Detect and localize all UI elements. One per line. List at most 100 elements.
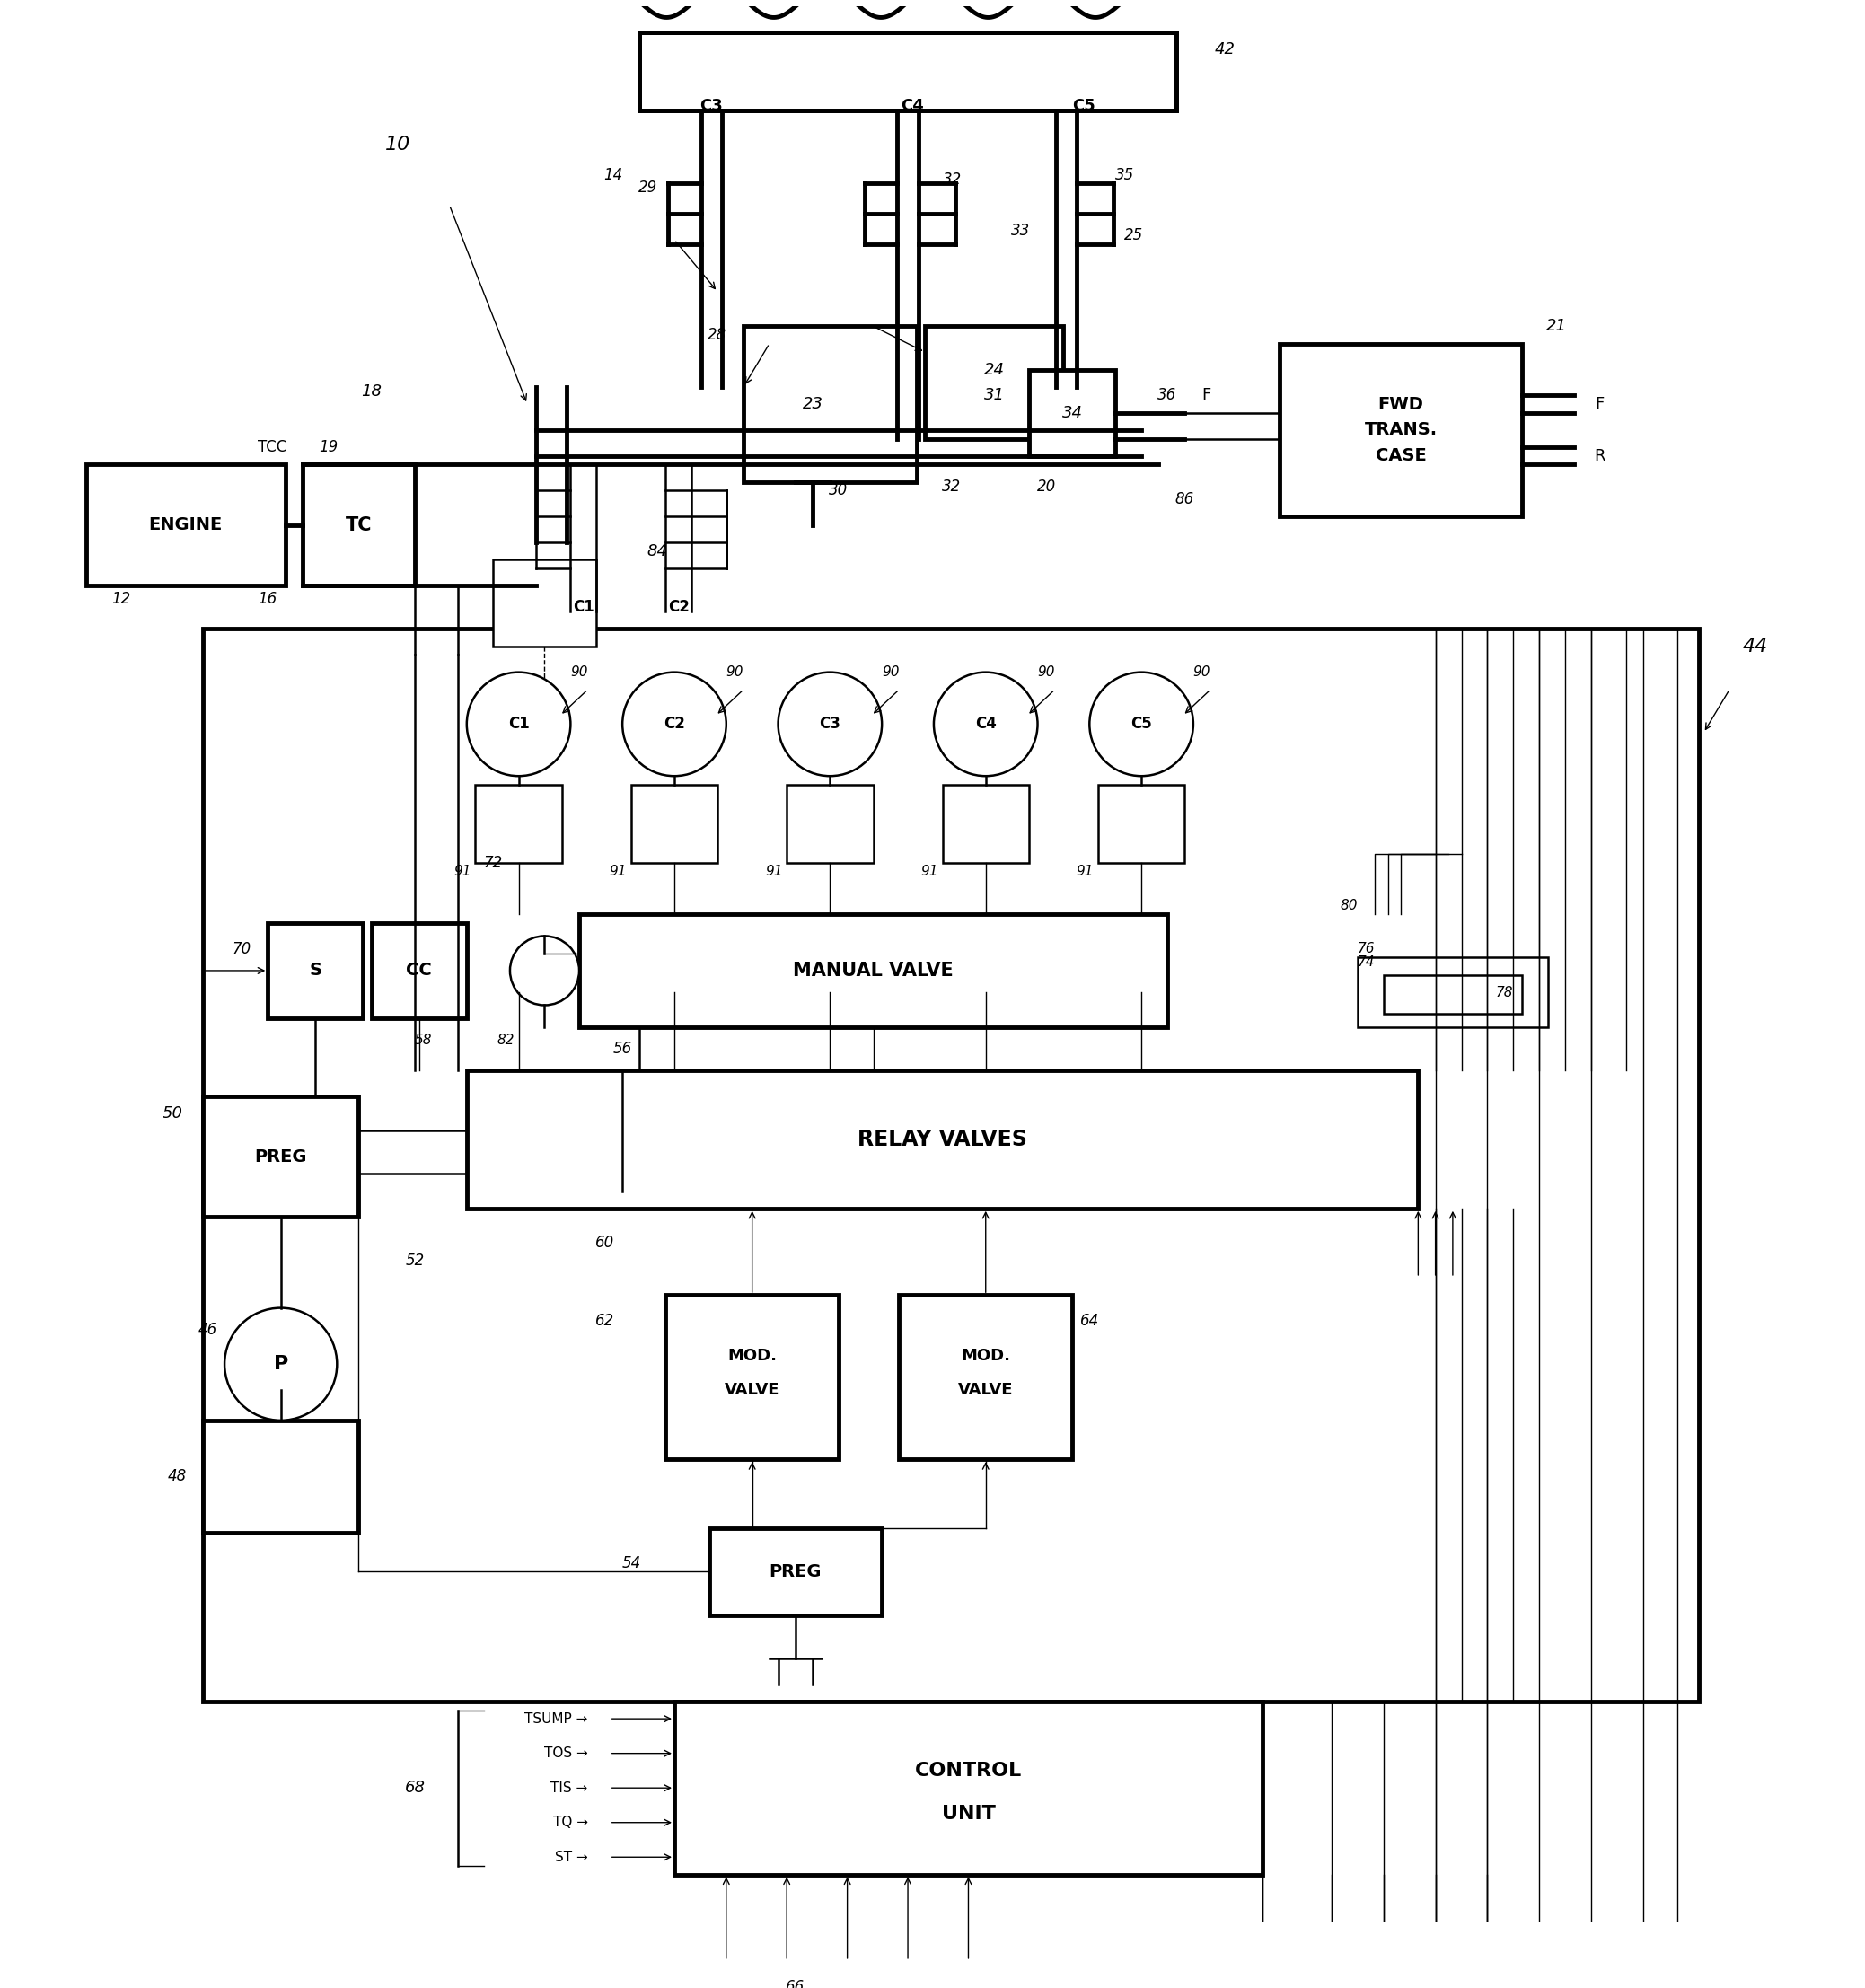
Text: 44: 44 [1742,638,1768,656]
Text: C1: C1 [507,716,530,732]
Text: P: P [274,1356,287,1374]
Text: 56: 56 [614,1040,632,1056]
Text: 18: 18 [362,384,382,400]
Text: 24: 24 [985,362,1005,378]
Bar [371,922,466,1018]
Text: C3: C3 [699,97,724,113]
Text: CASE: CASE [1375,447,1427,465]
Text: TIS →: TIS → [550,1781,587,1795]
Text: C2: C2 [664,716,684,732]
Bar [203,1419,358,1533]
Text: 46: 46 [198,1322,216,1338]
Text: TC: TC [345,517,371,535]
Text: ENGINE: ENGINE [149,517,222,533]
Text: 29: 29 [638,179,656,197]
Text: 91: 91 [1076,865,1095,879]
Bar [1029,370,1115,455]
Bar [640,32,1177,109]
Text: 91: 91 [921,865,938,879]
Text: S: S [310,962,321,980]
Bar [269,922,364,1018]
Text: F: F [1201,388,1210,404]
Text: VALVE: VALVE [725,1382,780,1398]
Circle shape [1089,672,1194,775]
Bar [709,1529,882,1614]
Bar [744,326,916,481]
Text: CONTROL: CONTROL [916,1761,1022,1779]
Text: 23: 23 [802,396,822,412]
Text: 34: 34 [1061,406,1082,421]
Text: 21: 21 [1546,318,1567,334]
Circle shape [509,936,580,1006]
Text: C3: C3 [819,716,841,732]
Text: 91: 91 [765,865,783,879]
Text: FWD: FWD [1378,396,1423,414]
Bar [203,1095,358,1217]
Text: 12: 12 [112,590,131,606]
Circle shape [224,1308,338,1419]
Text: 91: 91 [610,865,627,879]
Text: C5: C5 [1072,97,1095,113]
Text: C4: C4 [975,716,996,732]
Text: 32: 32 [942,171,962,187]
Text: 48: 48 [168,1469,187,1485]
Text: 16: 16 [257,590,278,606]
Text: R: R [1595,447,1606,463]
Text: PREG: PREG [254,1147,308,1165]
Text: 82: 82 [496,1034,515,1046]
Text: 50: 50 [162,1105,183,1121]
Bar [1384,974,1522,1014]
Text: 90: 90 [882,666,899,680]
Text: 10: 10 [384,135,410,153]
Text: 25: 25 [1125,227,1143,243]
Text: 36: 36 [1158,388,1177,404]
Text: UNIT: UNIT [942,1805,996,1823]
Text: TOS →: TOS → [545,1747,587,1759]
Text: MOD.: MOD. [727,1348,778,1364]
Text: 68: 68 [405,1779,425,1795]
Bar [476,785,561,863]
Bar [492,561,597,646]
Bar [630,785,718,863]
Text: 91: 91 [453,865,472,879]
Text: C1: C1 [573,598,595,616]
Text: 30: 30 [830,483,849,499]
Text: 35: 35 [1115,167,1134,183]
Text: VALVE: VALVE [959,1382,1013,1398]
Text: MANUAL VALVE: MANUAL VALVE [793,962,953,980]
Text: TQ →: TQ → [552,1815,587,1829]
Bar [1279,344,1522,517]
Text: C5: C5 [1130,716,1153,732]
Text: 84: 84 [647,543,668,559]
Text: 64: 64 [1080,1312,1098,1328]
Text: 52: 52 [405,1252,425,1268]
Bar [942,785,1029,863]
Text: PREG: PREG [768,1563,822,1580]
Text: 66: 66 [785,1978,806,1988]
Bar [675,1702,1263,1875]
Bar [86,465,285,586]
Text: 28: 28 [707,326,725,344]
Bar [302,465,414,586]
Text: RELAY VALVES: RELAY VALVES [858,1129,1028,1149]
Text: 54: 54 [621,1555,640,1571]
Text: 58: 58 [414,1034,433,1046]
Bar [466,1070,1417,1209]
Text: 70: 70 [233,940,252,956]
Text: 76: 76 [1358,942,1375,956]
Text: 60: 60 [595,1235,615,1250]
Bar [666,1294,839,1459]
Text: 14: 14 [604,167,623,183]
Text: C4: C4 [901,97,923,113]
Circle shape [934,672,1037,775]
Bar [1098,785,1184,863]
Text: 80: 80 [1341,899,1358,912]
Bar [1358,958,1548,1028]
Text: 42: 42 [1214,42,1235,58]
Text: 90: 90 [1037,666,1056,680]
Text: 33: 33 [1011,223,1029,239]
Bar [899,1294,1072,1459]
Text: 31: 31 [985,388,1005,404]
Text: 74: 74 [1358,954,1375,968]
Bar [787,785,873,863]
